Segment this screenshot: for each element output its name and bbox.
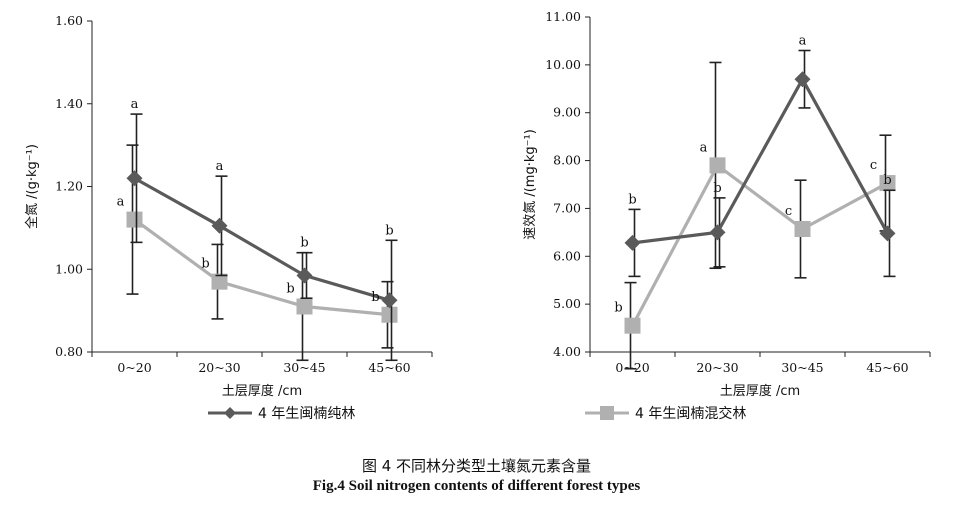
legend-label-pure: 4 年生闽楠纯林 (258, 406, 355, 422)
series-line (133, 176, 390, 302)
significance-label: c (870, 158, 877, 173)
series-line (631, 162, 889, 327)
series-line (133, 218, 390, 317)
x-tick-label: 30~45 (781, 360, 823, 375)
x-axis-title: 土层厚度 /cm (720, 383, 800, 399)
significance-label: b (300, 236, 308, 251)
data-point (296, 267, 313, 284)
significance-label: b (713, 181, 721, 196)
series-mixed (126, 144, 398, 362)
significance-label: b (201, 257, 209, 272)
y-tick-label: 9.00 (553, 105, 581, 120)
data-point (624, 317, 641, 334)
legend-marker-pure (224, 407, 236, 419)
y-tick-label: 5.00 (553, 296, 581, 311)
y-tick-label: 7.00 (553, 200, 581, 215)
series-pure (126, 113, 398, 362)
legend-label-mixed: 4 年生闽楠混交林 (635, 405, 746, 422)
significance-label: b (371, 290, 379, 305)
y-tick-label: 11.00 (545, 9, 581, 24)
chart-available-nitrogen: 4.00 5.00 6.00 7.00 8.00 9.00 10.00 11.00 0~20 20… (523, 9, 931, 399)
y-axis-title: 速效氮 /(mg·kg⁻¹) (523, 129, 538, 240)
data-point (381, 292, 398, 309)
y-tick-label: 8.00 (553, 153, 581, 168)
significance-label: b (614, 301, 622, 316)
significance-label: a (700, 140, 708, 155)
significance-label: a (216, 159, 224, 174)
data-point (296, 298, 313, 315)
significance-label: b (286, 281, 294, 296)
data-point (709, 224, 726, 241)
x-tick-label: 0~20 (615, 360, 649, 375)
figure-caption-cn: 图 4 不同林分类型土壤氮元素含量 (361, 457, 592, 475)
x-tick-label: 0~20 (117, 360, 151, 375)
data-point (794, 221, 811, 238)
significance-label: b (385, 223, 393, 238)
figure-caption-en: Fig.4 Soil nitrogen contents of differen… (312, 478, 641, 494)
chart-total-nitrogen: 0.80 1.00 1.20 1.40 1.60 0~20 20~30 30~45 45~60 土… (24, 13, 433, 399)
data-point (879, 175, 896, 192)
data-point (794, 71, 811, 88)
data-point (126, 170, 143, 187)
significance-label: a (131, 97, 139, 112)
significance-label: a (117, 195, 125, 210)
y-tick-label: 10.00 (545, 57, 581, 72)
legend-marker-mixed (600, 406, 614, 420)
y-tick-label: 1.60 (55, 13, 83, 28)
y-tick-label: 0.80 (55, 344, 83, 359)
x-axis-title: 土层厚度 /cm (222, 383, 302, 399)
y-tick-label: 1.00 (55, 261, 83, 276)
data-point (126, 211, 143, 228)
x-tick-label: 20~30 (198, 360, 240, 375)
x-tick-label: 30~45 (283, 360, 325, 375)
y-tick-label: 1.20 (55, 179, 83, 194)
data-point (624, 234, 641, 251)
figure-canvas: 0.80 1.00 1.20 1.40 1.60 0~20 20~30 30~45 45~60 土… (24, 9, 931, 422)
series-pure (624, 49, 896, 278)
y-tick-label: 6.00 (553, 248, 581, 263)
data-point (211, 217, 228, 234)
significance-label: c (785, 204, 792, 219)
legend: 4 年生闽楠纯林 4 年生闽楠混交林 (208, 405, 746, 422)
y-tick-label: 1.40 (55, 96, 83, 111)
y-tick-label: 4.00 (553, 344, 581, 359)
significance-label: b (883, 173, 891, 188)
x-tick-label: 45~60 (866, 360, 908, 375)
x-tick-label: 20~30 (696, 360, 738, 375)
data-point (709, 157, 726, 174)
data-point (879, 225, 896, 242)
data-point (211, 273, 228, 290)
series-mixed (624, 61, 896, 370)
significance-label: b (628, 192, 636, 207)
significance-label: a (799, 34, 807, 49)
series-line (632, 75, 889, 245)
data-point (381, 306, 398, 323)
x-tick-label: 45~60 (368, 360, 410, 375)
y-axis-title: 全氮 /(g·kg⁻¹) (24, 144, 40, 229)
